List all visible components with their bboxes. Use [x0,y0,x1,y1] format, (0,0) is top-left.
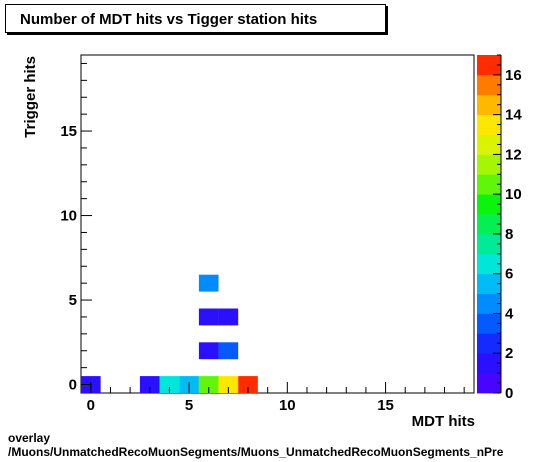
palette-swatch [477,134,501,155]
palette-swatch [477,273,501,294]
heatmap-cell [218,308,239,326]
palette-tick-label: 8 [505,226,513,243]
chart-title-box: Number of MDT hits vs Tigger station hit… [5,4,386,33]
palette-swatch [477,313,501,334]
palette-swatch [477,194,501,215]
y-tick-label: 0 [69,377,77,394]
palette-swatch [477,174,501,195]
heatmap-cell [218,376,239,393]
y-axis: 0 5 10 15 [60,62,92,394]
palette-swatch [477,333,501,354]
heatmap-cell [198,342,219,360]
palette-swatch [477,154,501,175]
y-tick-label: 15 [60,123,77,140]
cells-layer [81,274,258,393]
palette-tick-label: 2 [505,345,513,362]
heatmap-cell [198,376,219,393]
palette-swatch [477,293,501,314]
x-tick-label: 5 [185,397,193,414]
palette-swatch [477,233,501,255]
y-axis-title: Trigger hits [22,56,39,138]
y-tick-label: 10 [60,208,77,225]
palette-tick-label: 6 [505,266,513,283]
palette-swatch [477,74,501,96]
palette-swatch [477,214,501,235]
color-palette: 0 2 4 6 8 10 12 14 16 [477,54,522,402]
heatmap-cell [159,376,180,393]
palette-swatch [477,55,501,76]
palette-swatch [477,94,501,116]
palette-swatch [477,253,501,275]
x-tick-label: 15 [377,397,394,414]
heatmap-cell [238,376,258,393]
x-tick-label: 0 [87,397,95,414]
palette-tick-label: 4 [505,305,514,322]
heatmap-cell [198,274,219,292]
palette-tick-label: 14 [505,107,522,124]
x-tick-label: 10 [279,397,296,414]
palette-swatch [477,114,501,135]
footer-line-2: /Muons/UnmatchedRecoMuonSegments/Muons_U… [8,445,504,459]
palette-tick-label: 12 [505,146,522,163]
footer-line-1: overlay [8,431,51,445]
palette-swatch [477,353,501,374]
heatmap-cell [198,308,219,326]
palette-swatch [477,373,501,394]
palette-tick-label: 16 [505,67,522,84]
x-axis-title: MDT hits [412,413,475,430]
palette-tick-label: 0 [505,385,513,402]
palette-tick-label: 10 [505,186,522,203]
plot-frame [80,54,475,394]
chart-title: Number of MDT hits vs Tigger station hit… [20,11,318,28]
y-tick-label: 5 [69,292,77,309]
heatmap-cell [139,376,160,393]
heatmap-cell [218,342,239,360]
x-axis: 0 5 10 15 [87,382,465,414]
